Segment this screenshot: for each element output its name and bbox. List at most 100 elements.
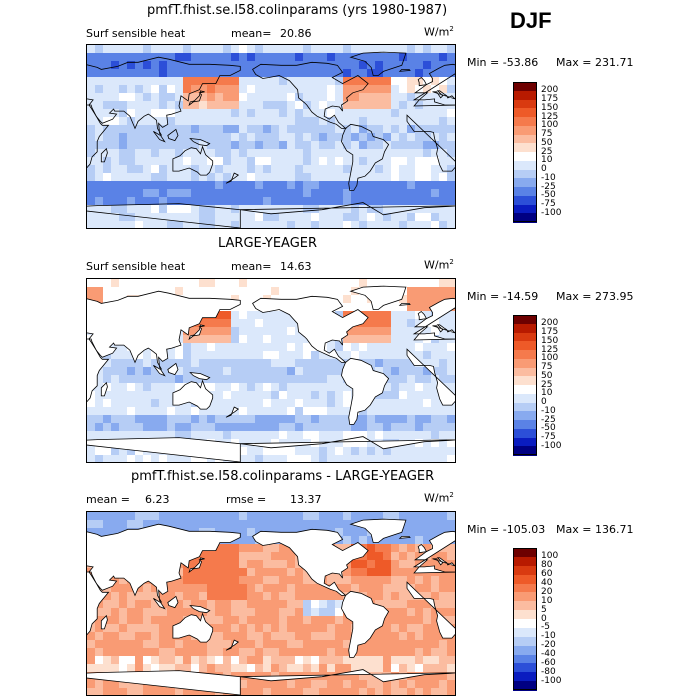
map-cell [255,455,264,462]
map-cell [407,181,416,190]
map-cell [215,407,224,416]
map-cell [247,85,256,94]
map-cell [359,205,368,214]
map-cell [327,61,336,70]
map-cell [199,109,208,118]
map-cell [359,512,368,521]
map-cell [447,592,455,601]
map-cell [439,295,448,304]
map-cell [439,640,448,649]
map-cell [423,343,432,352]
map-cell [103,656,112,665]
map-cell [431,327,440,336]
map-cell [239,77,248,86]
map-cell [215,431,224,440]
map-cell [431,133,440,142]
map-cell [183,279,192,288]
map-cell [191,197,200,206]
map-cell [399,165,408,174]
map-cell [175,608,184,617]
map-cell [279,125,288,134]
map-cell [431,77,440,86]
map-cell [247,624,256,633]
map-cell [231,197,240,206]
map-cell [407,640,416,649]
map-cell [143,197,152,206]
map-cell [183,157,192,166]
map-cell [431,608,440,617]
map-cell [127,77,136,86]
map-cell [391,173,400,182]
map-cell [239,512,248,521]
map-cell [111,287,120,296]
map-cell [103,624,112,633]
map-cell [271,423,280,432]
map-cell [415,576,424,585]
map-cell [311,592,320,601]
map-cell [359,101,368,110]
map-cell [239,544,248,553]
map-cell [319,592,328,601]
map-cell [415,205,424,214]
map-cell [367,552,376,561]
map-cell [191,45,200,54]
map-cell [439,576,448,585]
coastline [432,324,455,334]
map-cell [215,592,224,601]
map-cell [191,640,200,649]
map-cell [383,181,392,190]
map-cell [439,221,448,228]
map-cell [375,640,384,649]
map-cell [271,221,280,228]
map-cell [207,431,216,440]
map-cell [111,101,120,110]
map-cell [343,213,352,222]
map-cell [367,189,376,198]
map-cell [183,335,192,344]
map-cell [215,53,224,62]
map-cell [143,61,152,70]
map-cell [207,45,216,54]
map-cell [255,53,264,62]
map-cell [431,69,440,78]
map-cell [167,101,176,110]
map-cell [231,125,240,134]
colorbar-level-label: -25 [541,181,556,192]
map-cell [215,117,224,126]
panel1-colorbar: 200 175 150 125 100 75 50 25 10 0 -10 -25 -50 -75 -100 [513,82,573,223]
map-cell [295,616,304,625]
map-cell [247,656,256,665]
map-cell [255,616,264,625]
map-cell [407,343,416,352]
map-cell [423,399,432,408]
map-cell [359,415,368,424]
map-cell [375,53,384,62]
map-cell [215,664,224,673]
map-cell [335,279,344,288]
map-cell [439,447,448,456]
map-cell [159,520,168,529]
map-cell [351,141,360,150]
map-cell [287,431,296,440]
map-cell [207,173,216,182]
map-cell [111,415,120,424]
map-cell [111,648,120,657]
map-cell [399,399,408,408]
map-cell [295,512,304,521]
map-cell [327,197,336,206]
map-cell [375,343,384,352]
map-cell [199,165,208,174]
map-cell [279,101,288,110]
map-cell [295,173,304,182]
map-cell [255,600,264,609]
map-cell [351,213,360,222]
map-cell [95,197,104,206]
map-cell [95,512,104,521]
map-cell [271,616,280,625]
map-cell [359,221,368,228]
map-cell [319,423,328,432]
map-cell [223,431,232,440]
map-cell [87,213,96,222]
map-cell [207,576,216,585]
map-cell [127,149,136,158]
